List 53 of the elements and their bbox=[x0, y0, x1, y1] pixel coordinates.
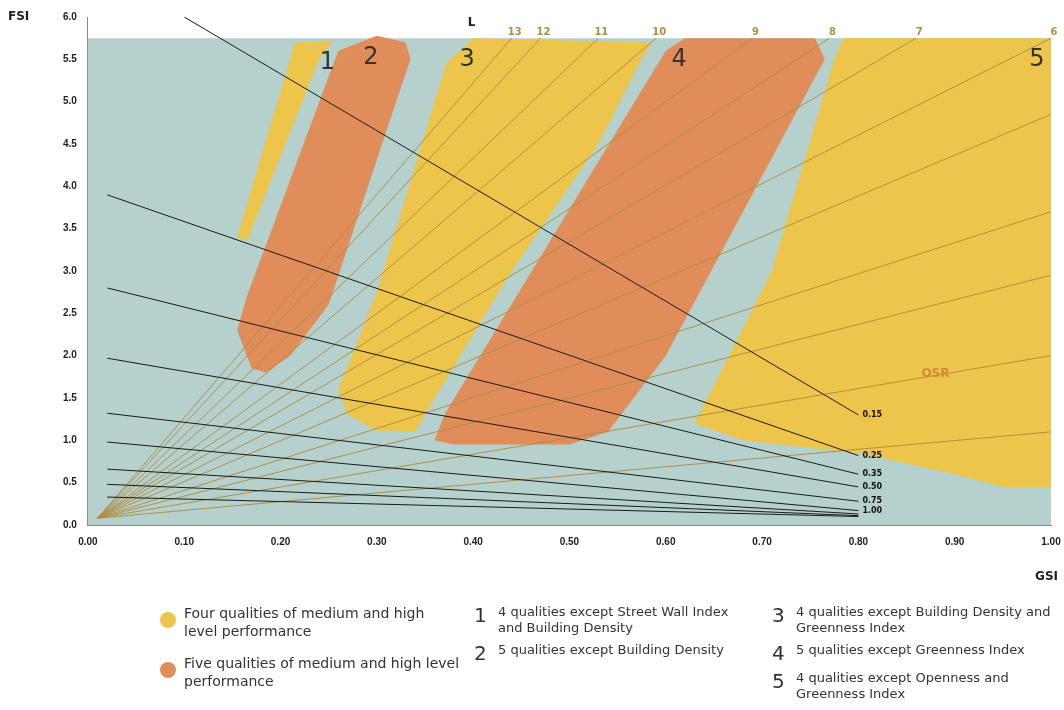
series-label: 6 bbox=[1050, 25, 1058, 37]
y-tick-label: 0.5 bbox=[63, 476, 78, 488]
legend-label: Four qualities of medium and high level performance bbox=[184, 604, 426, 640]
annotation: 1 bbox=[319, 46, 336, 75]
x-tick-label: 0.10 bbox=[174, 535, 195, 547]
y-axis-title: FSI bbox=[8, 9, 30, 24]
x-tick-label: 0.80 bbox=[848, 535, 869, 547]
x-tick-label: 0.20 bbox=[270, 535, 291, 547]
x-tick-label: 0.30 bbox=[367, 535, 387, 547]
series-label: 9 bbox=[751, 25, 759, 37]
y-tick-label: 3.0 bbox=[63, 264, 78, 276]
series-label: 1.00 bbox=[862, 505, 883, 515]
x-tick-label: 0.50 bbox=[559, 535, 580, 547]
series-label: 0.15 bbox=[862, 410, 883, 420]
series-label: 0.50 bbox=[862, 481, 883, 491]
text: 2 5 qualities except Building Density bbox=[474, 641, 724, 665]
series-label: 0.35 bbox=[862, 469, 883, 479]
y-tick-label: 2.0 bbox=[63, 349, 78, 361]
series-label: 7 bbox=[915, 25, 923, 37]
x-tick-label: 0.60 bbox=[656, 535, 676, 547]
annotation: 5 bbox=[1029, 44, 1045, 73]
text: 5 4 qualities except Openness and Greenness Index bbox=[772, 669, 1010, 702]
text: 3 4 qualities except Building Density and Greenness Index bbox=[772, 603, 1052, 636]
series-label: 8 bbox=[829, 25, 836, 37]
legend-label: Five qualities of medium and high level performance bbox=[184, 654, 460, 690]
y-tick-label: 0.0 bbox=[63, 518, 78, 530]
x-tick-label: 0.40 bbox=[463, 535, 484, 547]
y-tick-label: 1.5 bbox=[63, 391, 78, 403]
y-tick-label: 3.5 bbox=[63, 222, 78, 234]
annotation: L bbox=[467, 15, 476, 30]
annotation: OSR bbox=[921, 366, 950, 381]
series-label: 0.75 bbox=[862, 496, 883, 506]
x-tick-label: 0.00 bbox=[78, 535, 99, 547]
y-tick-label: 5.0 bbox=[63, 95, 78, 107]
annotation: 2 bbox=[363, 41, 379, 70]
x-axis-title: GSI bbox=[1035, 569, 1058, 584]
x-tick-label: 1.00 bbox=[1041, 535, 1062, 547]
text: 4 5 qualities except Greenness Index bbox=[772, 641, 1025, 665]
y-tick-label: 4.0 bbox=[63, 180, 78, 192]
annotation: 3 bbox=[459, 44, 475, 73]
series-label: 12 bbox=[536, 25, 551, 37]
y-tick-label: 5.5 bbox=[63, 53, 78, 65]
series-label: 11 bbox=[594, 25, 609, 37]
x-tick-label: 0.70 bbox=[752, 535, 773, 547]
y-tick-label: 6.0 bbox=[63, 10, 78, 22]
y-tick-label: 1.0 bbox=[63, 434, 78, 446]
annotation: 4 bbox=[671, 44, 687, 73]
y-tick-label: 4.5 bbox=[63, 137, 78, 149]
series-label: 10 bbox=[652, 25, 667, 37]
series-label: 13 bbox=[507, 25, 522, 37]
y-tick-label: 2.5 bbox=[63, 307, 78, 319]
x-tick-label: 0.90 bbox=[944, 535, 965, 547]
text: 1 4 qualities except Street Wall Index and Building Density bbox=[474, 603, 730, 636]
